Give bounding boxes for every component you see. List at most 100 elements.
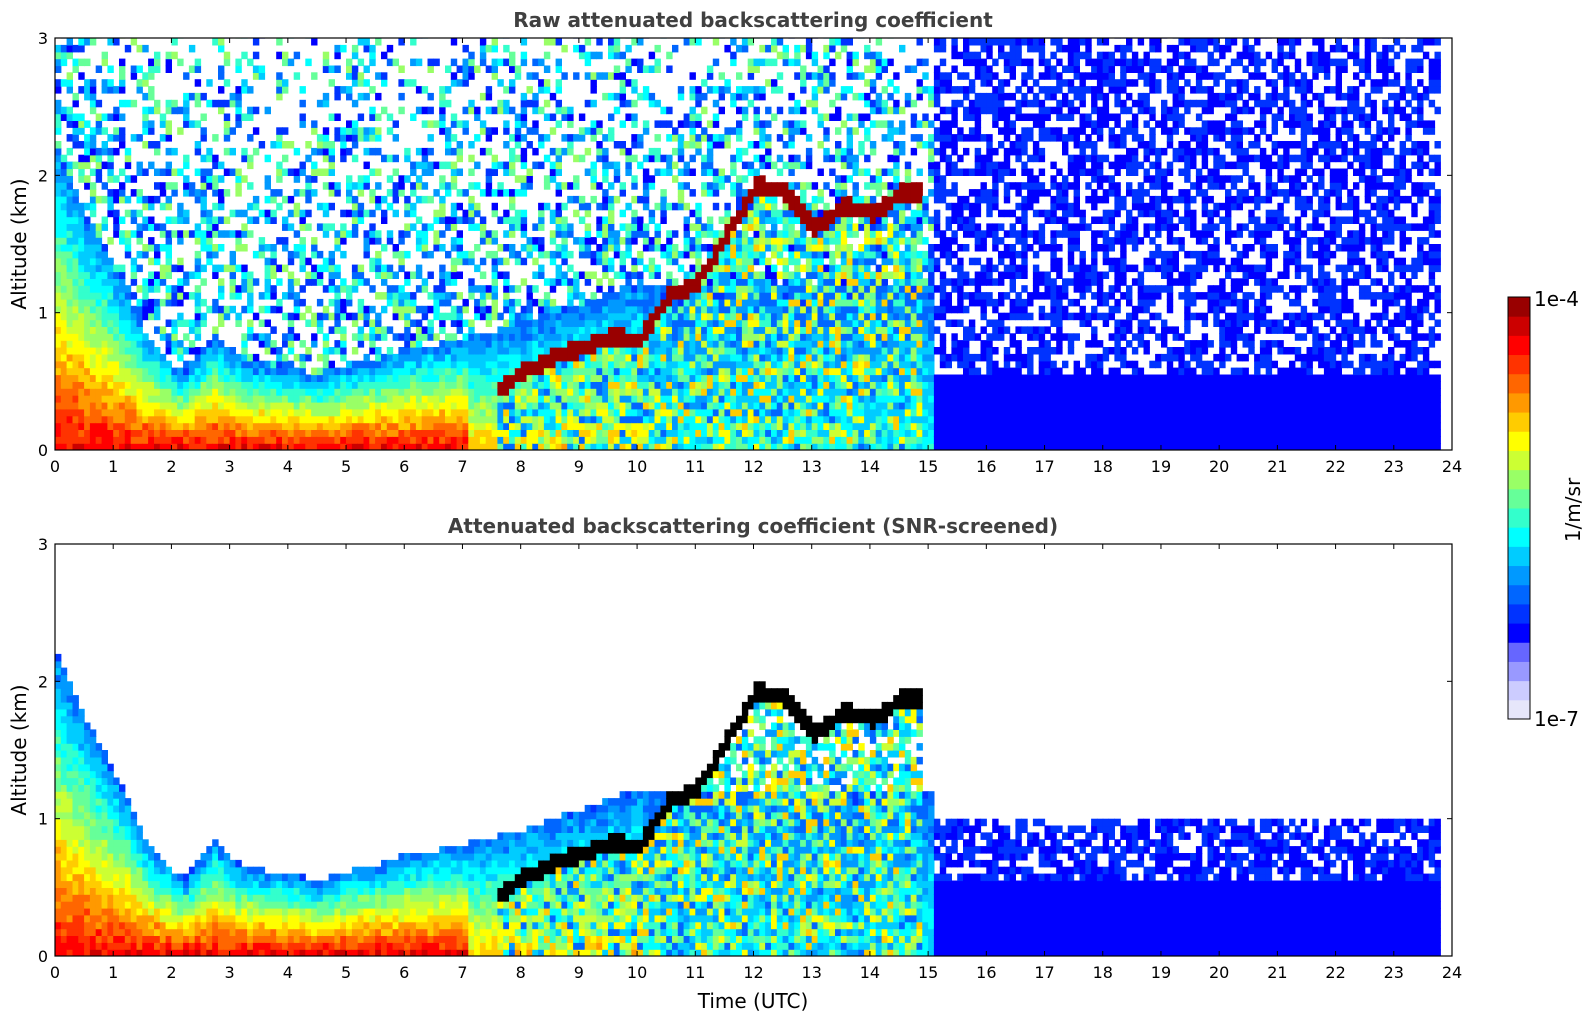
heatmap-cell [468,401,475,410]
heatmap-cell [509,360,516,369]
heatmap-cell [369,58,376,67]
heatmap-cell [765,367,772,376]
heatmap-cell [520,154,528,163]
heatmap-cell [351,395,359,403]
heatmap-cell [596,120,603,128]
heatmap-cell [340,401,347,410]
heatmap-cell [712,429,720,437]
heatmap-cell [363,388,370,396]
heatmap-cell [555,340,562,348]
heatmap-cell [549,326,557,334]
heatmap-cell [200,134,207,142]
heatmap-cell [282,408,289,417]
heatmap-cell [730,401,737,410]
heatmap-cell [543,86,551,94]
heatmap-cell [421,360,429,369]
heatmap-cell [206,367,213,376]
heatmap-cell [346,436,353,444]
heatmap-cell [561,257,568,266]
heatmap-cell [95,113,103,121]
heatmap-cell [561,147,568,156]
heatmap-cell [55,264,62,273]
heatmap-cell [235,360,242,369]
heatmap-cell [351,209,359,218]
heatmap-cell [654,134,661,142]
heatmap-cell [509,388,516,396]
heatmap-cell [672,127,679,135]
heatmap-cell [369,415,376,424]
heatmap-cell [794,161,801,170]
heatmap-cell [381,271,388,279]
heatmap-cell [800,209,807,218]
heatmap-cell [666,237,673,245]
heatmap-cell [60,381,68,389]
heatmap-cell [206,347,213,355]
heatmap-cell [701,429,708,437]
heatmap-cell [95,278,103,286]
heatmap-cell [776,436,784,444]
heatmap-cell [578,347,586,355]
heatmap-cell [753,250,760,259]
heatmap-cell [136,298,143,307]
heatmap-cell [724,367,731,376]
heatmap-cell [229,422,236,430]
heatmap-cell [555,326,562,334]
heatmap-cell [794,216,801,224]
heatmap-cell [276,436,283,444]
heatmap-cell [136,230,143,238]
heatmap-cell [631,326,638,334]
heatmap-cell [596,367,603,376]
heatmap-cell [311,388,318,396]
heatmap-cell [712,237,720,245]
heatmap-cell [800,285,807,293]
heatmap-cell [299,422,306,430]
heatmap-cell [363,381,370,389]
heatmap-cell [410,182,417,190]
heatmap-cell [590,319,597,327]
heatmap-cell [252,38,260,46]
heatmap-cell [369,237,376,245]
heatmap-cell [736,257,743,266]
heatmap-cell [159,230,167,238]
heatmap-cell [450,340,458,348]
heatmap-cell [148,298,155,307]
heatmap-cell [113,127,120,135]
heatmap-cell [660,381,667,389]
heatmap-cell [532,422,539,430]
heatmap-cell [672,230,679,238]
heatmap-cell [509,347,516,355]
heatmap-cell [276,408,283,417]
heatmap-cell [532,58,539,67]
heatmap-cell [514,353,522,362]
heatmap-cell [788,429,795,437]
heatmap-cell [584,250,592,259]
heatmap-cell [765,360,772,369]
heatmap-cell [101,161,108,170]
heatmap-cell [468,182,475,190]
heatmap-cell [532,298,539,307]
heatmap-cell [485,429,493,437]
heatmap-cell [78,223,85,231]
heatmap-cell [252,250,260,259]
heatmap-cell [596,223,603,231]
heatmap-cell [503,127,510,135]
heatmap-cell [264,285,271,293]
heatmap-cell [648,422,656,430]
heatmap-cell [439,127,446,135]
heatmap-cell [800,312,807,321]
heatmap-cell [124,422,132,430]
heatmap-cell [608,408,615,417]
panel-raw: Raw attenuated backscattering coefficien… [7,8,1462,476]
heatmap-cell [578,367,586,376]
heatmap-cell [229,367,236,376]
heatmap-cell [188,415,196,424]
heatmap-cell [66,189,73,197]
heatmap-cell [282,422,289,430]
heatmap-cell [375,127,382,135]
heatmap-cell [392,182,399,190]
heatmap-cell [124,209,132,218]
heatmap-cell [357,443,365,450]
heatmap-cell [136,250,143,259]
heatmap-cell [223,79,231,87]
heatmap-cell [171,230,178,238]
